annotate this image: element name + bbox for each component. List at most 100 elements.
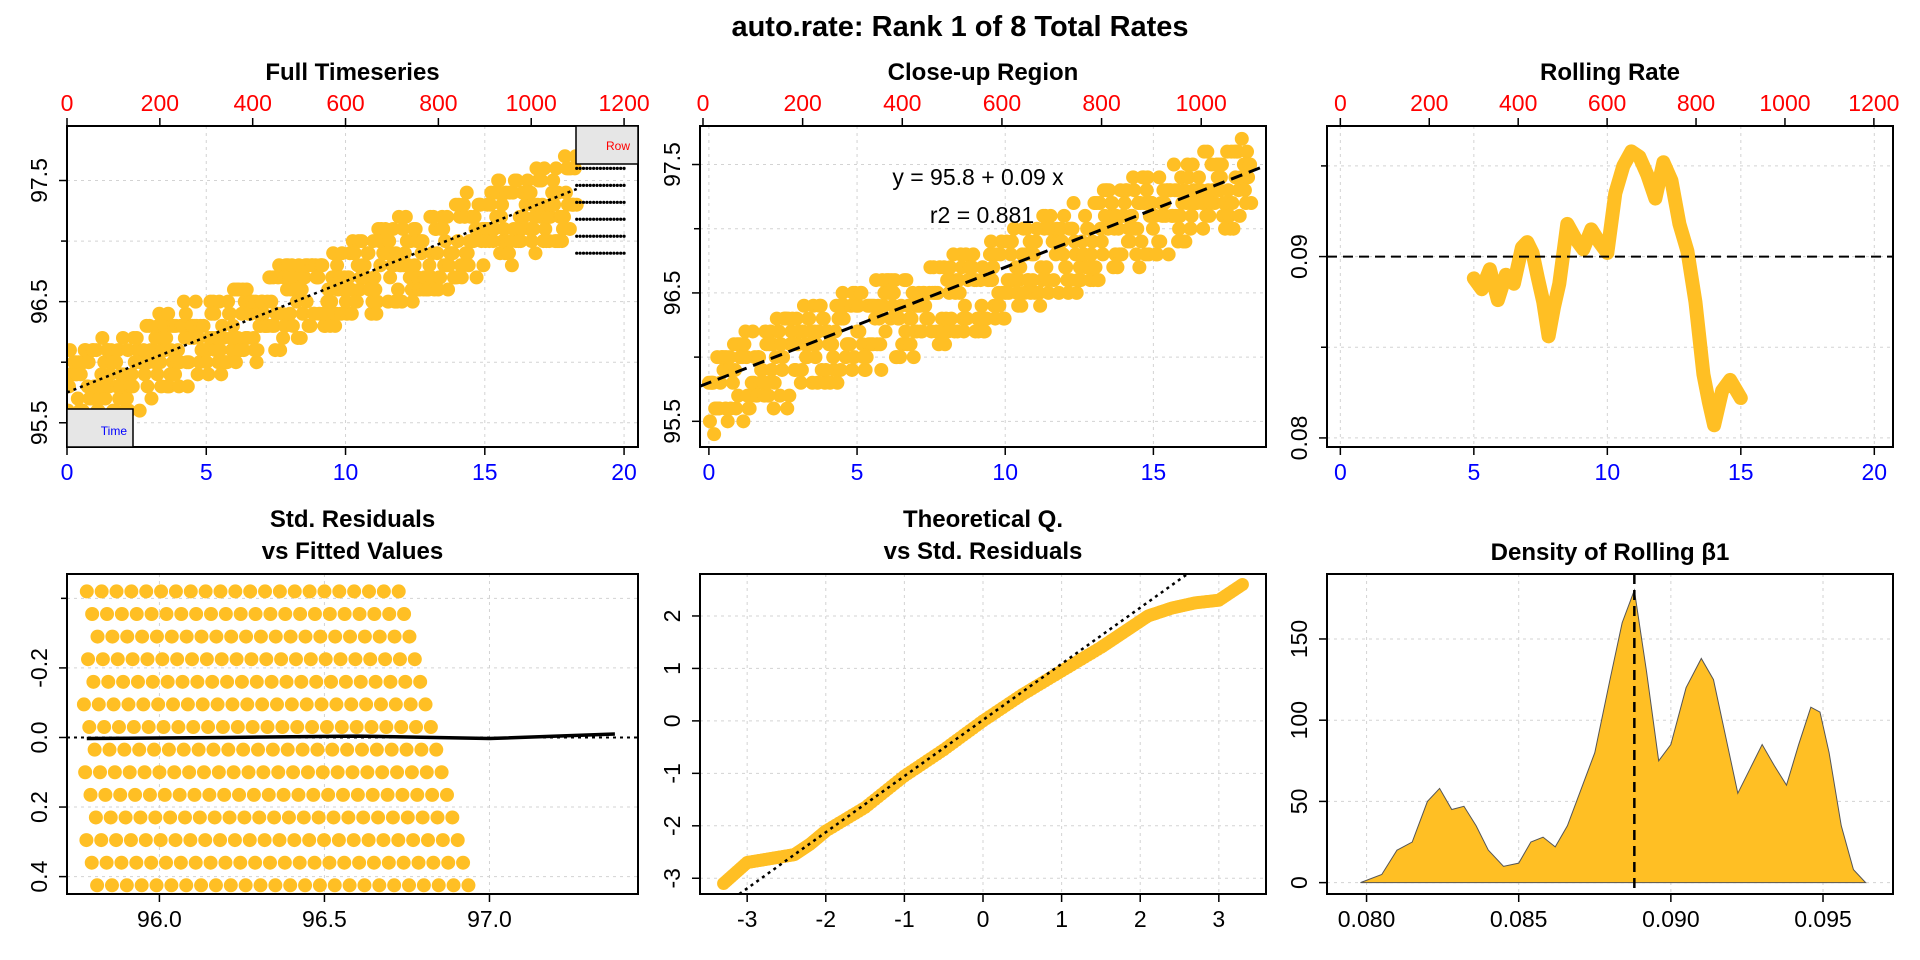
residual-point — [220, 674, 235, 689]
data-point — [161, 306, 176, 321]
residual-point — [418, 697, 433, 712]
row-point — [575, 200, 579, 204]
residual-point — [394, 720, 409, 735]
x-tick-label: 5 — [200, 459, 213, 485]
residual-point — [170, 652, 185, 667]
figure-title: auto.rate: Rank 1 of 8 Total Rates — [731, 11, 1188, 43]
data-point — [1127, 183, 1142, 198]
data-point — [722, 350, 737, 365]
residual-point — [106, 697, 121, 712]
data-point — [513, 234, 528, 249]
residual-point — [245, 720, 260, 735]
residual-point — [239, 629, 254, 644]
row-point — [592, 234, 596, 238]
panel-title: Std. Residuals — [270, 506, 435, 533]
data-point — [1084, 247, 1099, 262]
data-point — [1056, 247, 1071, 262]
residual-point — [352, 855, 367, 870]
data-point — [918, 298, 933, 313]
residual-point — [223, 878, 238, 893]
data-point — [1166, 157, 1181, 172]
row-point — [592, 200, 596, 204]
residual-point — [403, 697, 418, 712]
y-tick-label: 0 — [1286, 876, 1312, 889]
panel-close-up-region: 0 5 10 15 95.5 96.5 97.5 0 200 400 600 800 1000 Close… — [659, 59, 1267, 485]
residual-point — [371, 810, 386, 825]
data-point — [836, 311, 851, 326]
residual-point — [208, 878, 223, 893]
x-tick-label: 20 — [611, 459, 637, 485]
data-point — [349, 294, 364, 309]
data-point — [214, 367, 229, 382]
residual-point — [456, 855, 471, 870]
data-point — [150, 367, 165, 382]
data-point — [1059, 260, 1074, 275]
qq-reference-line — [738, 574, 1189, 894]
data-point — [793, 375, 808, 390]
row-point — [592, 166, 596, 170]
y-tick-label: 100 — [1286, 701, 1312, 739]
row-point — [605, 183, 609, 187]
data-point — [943, 260, 958, 275]
data-point — [992, 298, 1007, 313]
residual-point — [317, 833, 332, 848]
residual-point — [407, 652, 422, 667]
row-point — [581, 166, 586, 170]
residual-point — [240, 697, 255, 712]
residual-point — [185, 652, 200, 667]
residual-point — [149, 878, 164, 893]
residual-point — [253, 878, 268, 893]
top-tick-label: 0 — [61, 90, 74, 116]
residual-point — [120, 629, 135, 644]
data-point — [1026, 247, 1041, 262]
data-point — [959, 311, 974, 326]
residual-point — [404, 765, 419, 780]
row-point — [578, 183, 582, 187]
row-point — [605, 166, 609, 170]
residual-point — [211, 765, 226, 780]
residual-point — [124, 584, 139, 599]
residual-point — [176, 742, 191, 757]
data-point — [808, 350, 823, 365]
row-point — [581, 251, 586, 255]
data-point — [357, 258, 372, 273]
data-point — [794, 362, 809, 377]
plot-area — [700, 131, 1266, 442]
x-tick-label: 5 — [851, 459, 864, 485]
data-point — [893, 350, 908, 365]
row-point — [595, 251, 599, 255]
residual-point — [121, 697, 136, 712]
data-point — [509, 173, 524, 188]
residual-point — [359, 697, 374, 712]
data-point — [207, 306, 222, 321]
row-point — [615, 234, 619, 238]
residual-point — [90, 629, 105, 644]
data-point — [526, 221, 541, 236]
grid — [700, 574, 1266, 894]
y-tick-label: 0 — [659, 714, 685, 727]
y-tick-label: 0.09 — [1286, 234, 1312, 279]
data-point — [737, 337, 752, 352]
row-point — [619, 183, 623, 187]
data-point — [221, 294, 236, 309]
data-point — [1057, 208, 1072, 223]
residual-point — [251, 742, 266, 757]
data-point — [554, 234, 569, 249]
residual-point — [324, 674, 339, 689]
data-point — [789, 311, 804, 326]
data-point — [495, 197, 510, 212]
residual-point — [85, 607, 100, 621]
residual-point — [209, 629, 224, 644]
plot-frame — [1326, 125, 1894, 448]
residual-point — [128, 787, 143, 802]
data-point — [845, 362, 860, 377]
residual-point — [139, 584, 154, 599]
residual-point — [265, 742, 280, 757]
residual-point — [175, 674, 190, 689]
residual-point — [259, 652, 274, 667]
data-point — [1132, 260, 1147, 275]
row-point — [622, 166, 626, 170]
residual-point — [148, 810, 163, 825]
row-point — [575, 183, 579, 187]
row-point — [602, 200, 606, 204]
